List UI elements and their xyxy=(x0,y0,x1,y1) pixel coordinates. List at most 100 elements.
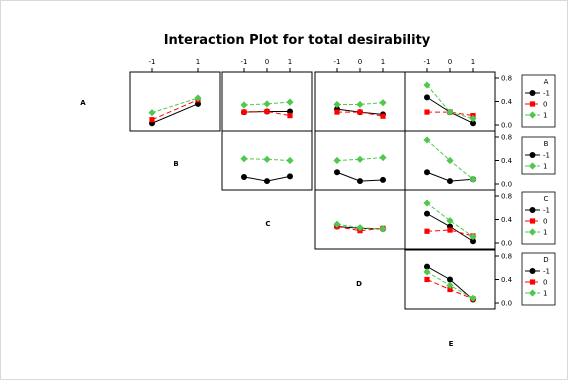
data-point-B-E-level--1 xyxy=(424,169,430,176)
legend-label-B-level-1: 1 xyxy=(543,163,547,171)
factor-label-C: C xyxy=(265,220,270,228)
data-point-D-E-level--1 xyxy=(447,276,453,283)
y-tick-label-D: 0.4 xyxy=(501,276,513,284)
series-line-A-B-level-0 xyxy=(151,99,199,121)
data-point-D-E-level-0 xyxy=(424,276,430,283)
legend-marker-A-level-1 xyxy=(528,111,537,119)
legend-C xyxy=(521,191,556,245)
legend-label-B-level--1: -1 xyxy=(543,152,550,160)
data-point-B-C-level--1 xyxy=(264,178,270,185)
data-point-B-E-level--1 xyxy=(447,178,453,185)
data-point-B-C-level--1 xyxy=(241,173,247,180)
data-point-A-E-level-0 xyxy=(424,109,430,115)
series-line-A-E-level-1 xyxy=(426,84,474,120)
series-line-B-C-level-1 xyxy=(243,158,291,161)
data-point-A-D-level-0 xyxy=(357,109,363,115)
series-line-A-B-level--1 xyxy=(151,103,199,124)
legend-label-D-level--1: -1 xyxy=(543,268,550,276)
legend-marker-C-level--1 xyxy=(529,207,536,213)
data-point-B-C-level-1 xyxy=(263,155,271,163)
x-tick-label-B: 1 xyxy=(196,58,200,66)
data-point-C-E-level-1 xyxy=(469,232,477,241)
y-tick-label-C: 0.8 xyxy=(501,193,512,201)
data-point-A-C-level-1 xyxy=(263,100,271,108)
series-line-B-D-level-1 xyxy=(336,157,384,161)
x-tick-label-C: 0 xyxy=(265,58,269,66)
data-point-C-E-level--1 xyxy=(424,210,430,217)
legend-marker-D-level--1 xyxy=(529,268,536,274)
y-tick-label-B: 0.0 xyxy=(501,181,512,189)
data-point-C-E-level--1 xyxy=(470,238,476,245)
x-tick-label-D: 1 xyxy=(381,58,385,66)
legend-marker-D-level-0 xyxy=(529,279,536,285)
legend-label-C-level--1: -1 xyxy=(543,207,550,215)
data-point-A-B-level-0 xyxy=(149,117,155,123)
data-point-B-D-level--1 xyxy=(380,176,386,183)
panel-A-B xyxy=(129,71,221,132)
data-point-A-B-level-1 xyxy=(148,109,156,117)
legend-D xyxy=(521,252,556,306)
series-line-C-E-level-1 xyxy=(426,202,474,237)
data-point-B-D-level--1 xyxy=(334,169,340,176)
data-point-A-E-level-1 xyxy=(423,81,431,89)
y-tick-label-D: 0.0 xyxy=(501,300,512,308)
legend-marker-C-level-0 xyxy=(529,218,536,224)
data-point-B-E-level-1 xyxy=(446,156,454,165)
data-point-A-C-level-1 xyxy=(240,101,248,109)
data-point-A-E-level-1 xyxy=(446,108,454,116)
data-point-A-E-level-1 xyxy=(469,114,477,123)
data-point-A-D-level-0 xyxy=(380,113,386,119)
factor-label-D: D xyxy=(356,280,362,288)
x-tick-label-E: 0 xyxy=(448,58,452,66)
data-point-B-E-level-1 xyxy=(423,136,431,144)
x-tick-label-B: -1 xyxy=(149,58,156,66)
legend-label-A-level-0: 0 xyxy=(543,101,547,109)
data-point-D-E-level-1 xyxy=(469,294,477,302)
legend-label-D-level-0: 0 xyxy=(543,279,547,287)
y-tick-label-B: 0.4 xyxy=(501,157,513,165)
x-tick-label-D: 0 xyxy=(358,58,362,66)
legend-marker-B-level-1 xyxy=(528,162,537,170)
y-tick-label-C: 0.4 xyxy=(501,216,513,224)
data-point-A-D-level-1 xyxy=(356,100,364,109)
y-tick-label-B: 0.8 xyxy=(501,134,512,142)
series-line-A-D-level-1 xyxy=(337,102,384,105)
data-point-A-D-level-1 xyxy=(333,100,341,109)
data-point-D-E-level-1 xyxy=(423,268,431,276)
legend-label-A-level-1: 1 xyxy=(543,112,547,120)
chart-title: Interaction Plot for total desirability xyxy=(164,33,431,48)
data-point-B-C-level--1 xyxy=(287,173,293,180)
data-point-A-C-level-0 xyxy=(241,109,247,115)
data-point-B-E-level-1 xyxy=(469,175,477,183)
y-tick-label-A: 0.8 xyxy=(501,75,512,83)
series-line-C-D-level-1 xyxy=(336,223,384,230)
data-point-C-E-level-1 xyxy=(423,199,431,207)
data-point-A-D-level-0 xyxy=(334,109,340,115)
legend-marker-A-level--1 xyxy=(529,90,536,96)
data-point-B-D-level-1 xyxy=(379,153,387,162)
data-point-A-C-level-0 xyxy=(287,113,293,119)
data-point-C-E-level-0 xyxy=(424,228,430,234)
data-point-A-C-level-1 xyxy=(286,98,294,106)
legend-label-D-level-1: 1 xyxy=(543,290,547,298)
legend-title-A: A xyxy=(544,78,549,86)
x-tick-label-E: 1 xyxy=(471,58,475,66)
data-point-A-B-level-1 xyxy=(194,94,202,102)
data-point-C-E-level-1 xyxy=(446,217,454,225)
x-tick-label-C: -1 xyxy=(241,58,248,66)
legend-label-C-level-0: 0 xyxy=(543,218,547,226)
legend-label-A-level--1: -1 xyxy=(543,90,550,98)
factor-label-B: B xyxy=(173,160,178,168)
legend-marker-C-level-1 xyxy=(528,228,537,236)
y-tick-label-D: 0.8 xyxy=(501,253,512,261)
legend-marker-B-level--1 xyxy=(529,152,536,158)
panel-B-C xyxy=(221,130,313,191)
y-tick-label-C: 0.0 xyxy=(501,240,512,248)
legend-title-D: D xyxy=(543,256,548,264)
data-point-D-E-level-1 xyxy=(446,281,454,289)
data-point-A-B-level--1 xyxy=(195,100,201,107)
legend-marker-D-level-1 xyxy=(528,289,537,297)
data-point-C-D-level-1 xyxy=(356,224,364,232)
